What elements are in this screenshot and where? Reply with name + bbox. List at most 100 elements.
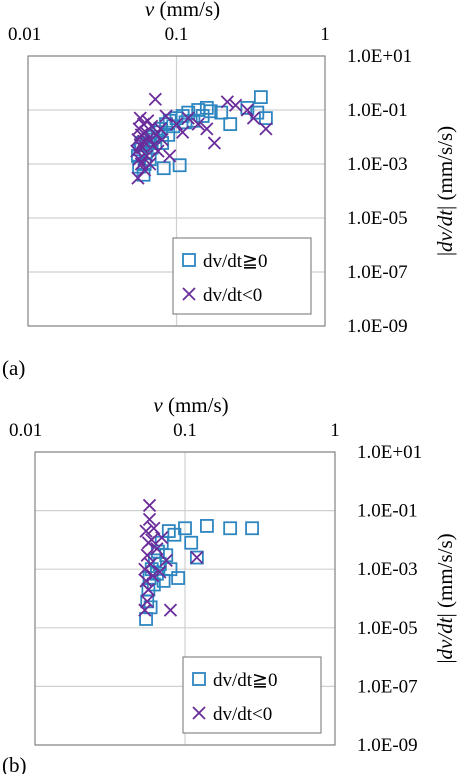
data-point-square	[199, 100, 214, 115]
data-point-x	[151, 144, 165, 158]
data-point-square	[223, 521, 238, 536]
data-point-x	[141, 583, 156, 597]
data-point-x	[163, 149, 177, 163]
data-point-square	[186, 113, 201, 128]
x-axis-title: v (mm/s)	[145, 0, 220, 21]
data-point-x	[220, 95, 234, 109]
y-tick-label: 1.0E-03	[347, 154, 408, 175]
data-point-x	[147, 521, 161, 535]
data-point-x	[191, 117, 205, 131]
data-point-x	[150, 542, 164, 556]
panel-label: (b)	[2, 753, 27, 774]
data-point-square	[253, 90, 268, 105]
data-point-x	[228, 98, 243, 112]
data-point-square	[189, 550, 204, 565]
data-point-square	[259, 111, 273, 126]
y-tick-label: 1.0E-07	[347, 262, 408, 283]
data-point-x	[246, 111, 261, 125]
data-point-x	[145, 533, 159, 547]
legend-marker-x	[182, 287, 196, 301]
data-point-x	[131, 171, 145, 185]
data-point-square	[146, 577, 161, 592]
data-point-square	[203, 104, 218, 119]
legend-label: dv/dt<0	[213, 704, 272, 725]
data-point-x	[159, 109, 173, 123]
legend	[182, 656, 322, 734]
x-tick-label: 0.01	[9, 420, 42, 441]
data-point-square	[195, 109, 210, 123]
data-point-square	[245, 521, 259, 536]
data-point-x	[240, 103, 254, 117]
data-point-square	[184, 535, 199, 550]
legend-marker-x	[192, 706, 206, 720]
data-point-square	[171, 571, 186, 585]
data-point-x	[139, 574, 153, 588]
y-tick-label: 1.0E-07	[357, 676, 418, 697]
y-tick-label: 1.0E-01	[357, 501, 418, 522]
data-point-x	[146, 569, 160, 583]
legend-label: dv/dt≧0	[213, 670, 277, 691]
plot-area	[34, 451, 336, 746]
data-point-x	[140, 149, 154, 163]
data-point-square	[200, 519, 214, 533]
data-point-x	[139, 524, 153, 538]
data-point-square	[161, 127, 176, 142]
x-axis-title: v (mm/s)	[153, 393, 228, 417]
data-point-x	[159, 553, 173, 568]
data-point-x	[144, 119, 159, 133]
data-point-square	[178, 521, 192, 536]
data-point-x	[140, 548, 154, 562]
data-point-square	[214, 105, 229, 120]
data-point-square	[163, 562, 178, 577]
data-point-x	[138, 603, 152, 617]
y-tick-label: 1.0E+01	[347, 46, 412, 67]
data-point-x	[133, 111, 147, 125]
y-tick-label: 1.0E-05	[357, 618, 418, 639]
data-point-x	[190, 550, 204, 565]
data-point-x	[140, 594, 154, 608]
data-point-x	[141, 114, 155, 128]
legend-label: dv/dt<0	[203, 285, 262, 306]
data-point-square	[240, 100, 255, 115]
x-tick-label: 0.1	[173, 420, 197, 441]
panel-label: (a)	[2, 356, 25, 380]
y-tick-label: 1.0E-09	[357, 735, 418, 756]
x-tick-label: 0.1	[165, 24, 189, 45]
data-point-x	[146, 138, 161, 152]
y-axis-title: |dv/dt| (mm/s/s)	[433, 126, 457, 256]
chart-panel-a: 0.01 0.1 1 1.0E+01 1.0E-01 1.0E-03 1.0E-05 1.0E…	[2, 0, 457, 380]
data-point-x	[181, 111, 195, 125]
data-point-x	[169, 117, 184, 131]
data-point-square	[156, 161, 171, 176]
y-tick-label: 1.0E-05	[347, 208, 408, 229]
plot-area	[27, 55, 326, 327]
data-point-x	[155, 530, 169, 545]
data-point-square	[172, 158, 187, 173]
x-tick-label: 0.01	[8, 24, 41, 45]
x-tick-label: 1	[330, 420, 340, 441]
data-point-x	[142, 498, 157, 513]
data-point-x	[155, 132, 169, 147]
y-tick-label: 1.0E-09	[347, 316, 408, 337]
legend	[172, 237, 312, 315]
legend-label: dv/dt≧0	[203, 251, 267, 272]
data-point-x	[176, 125, 190, 139]
legend-marker-square	[192, 672, 206, 686]
data-point-square	[143, 600, 158, 615]
data-point-square	[223, 117, 238, 132]
data-point-x	[259, 122, 273, 136]
y-axis-title: |dv/dt| (mm/s/s)	[433, 533, 457, 663]
y-tick-label: 1.0E-01	[347, 100, 408, 121]
data-point-x	[142, 131, 156, 145]
data-point-x	[200, 122, 214, 136]
x-tick-label: 1	[320, 24, 330, 45]
data-point-x	[207, 136, 222, 150]
data-point-x	[163, 603, 178, 617]
data-point-x	[142, 512, 157, 527]
data-point-x	[143, 157, 157, 171]
legend-marker-square	[182, 253, 196, 267]
data-point-x	[148, 92, 162, 106]
data-point-x	[153, 565, 167, 579]
y-tick-label: 1.0E+01	[357, 442, 422, 463]
